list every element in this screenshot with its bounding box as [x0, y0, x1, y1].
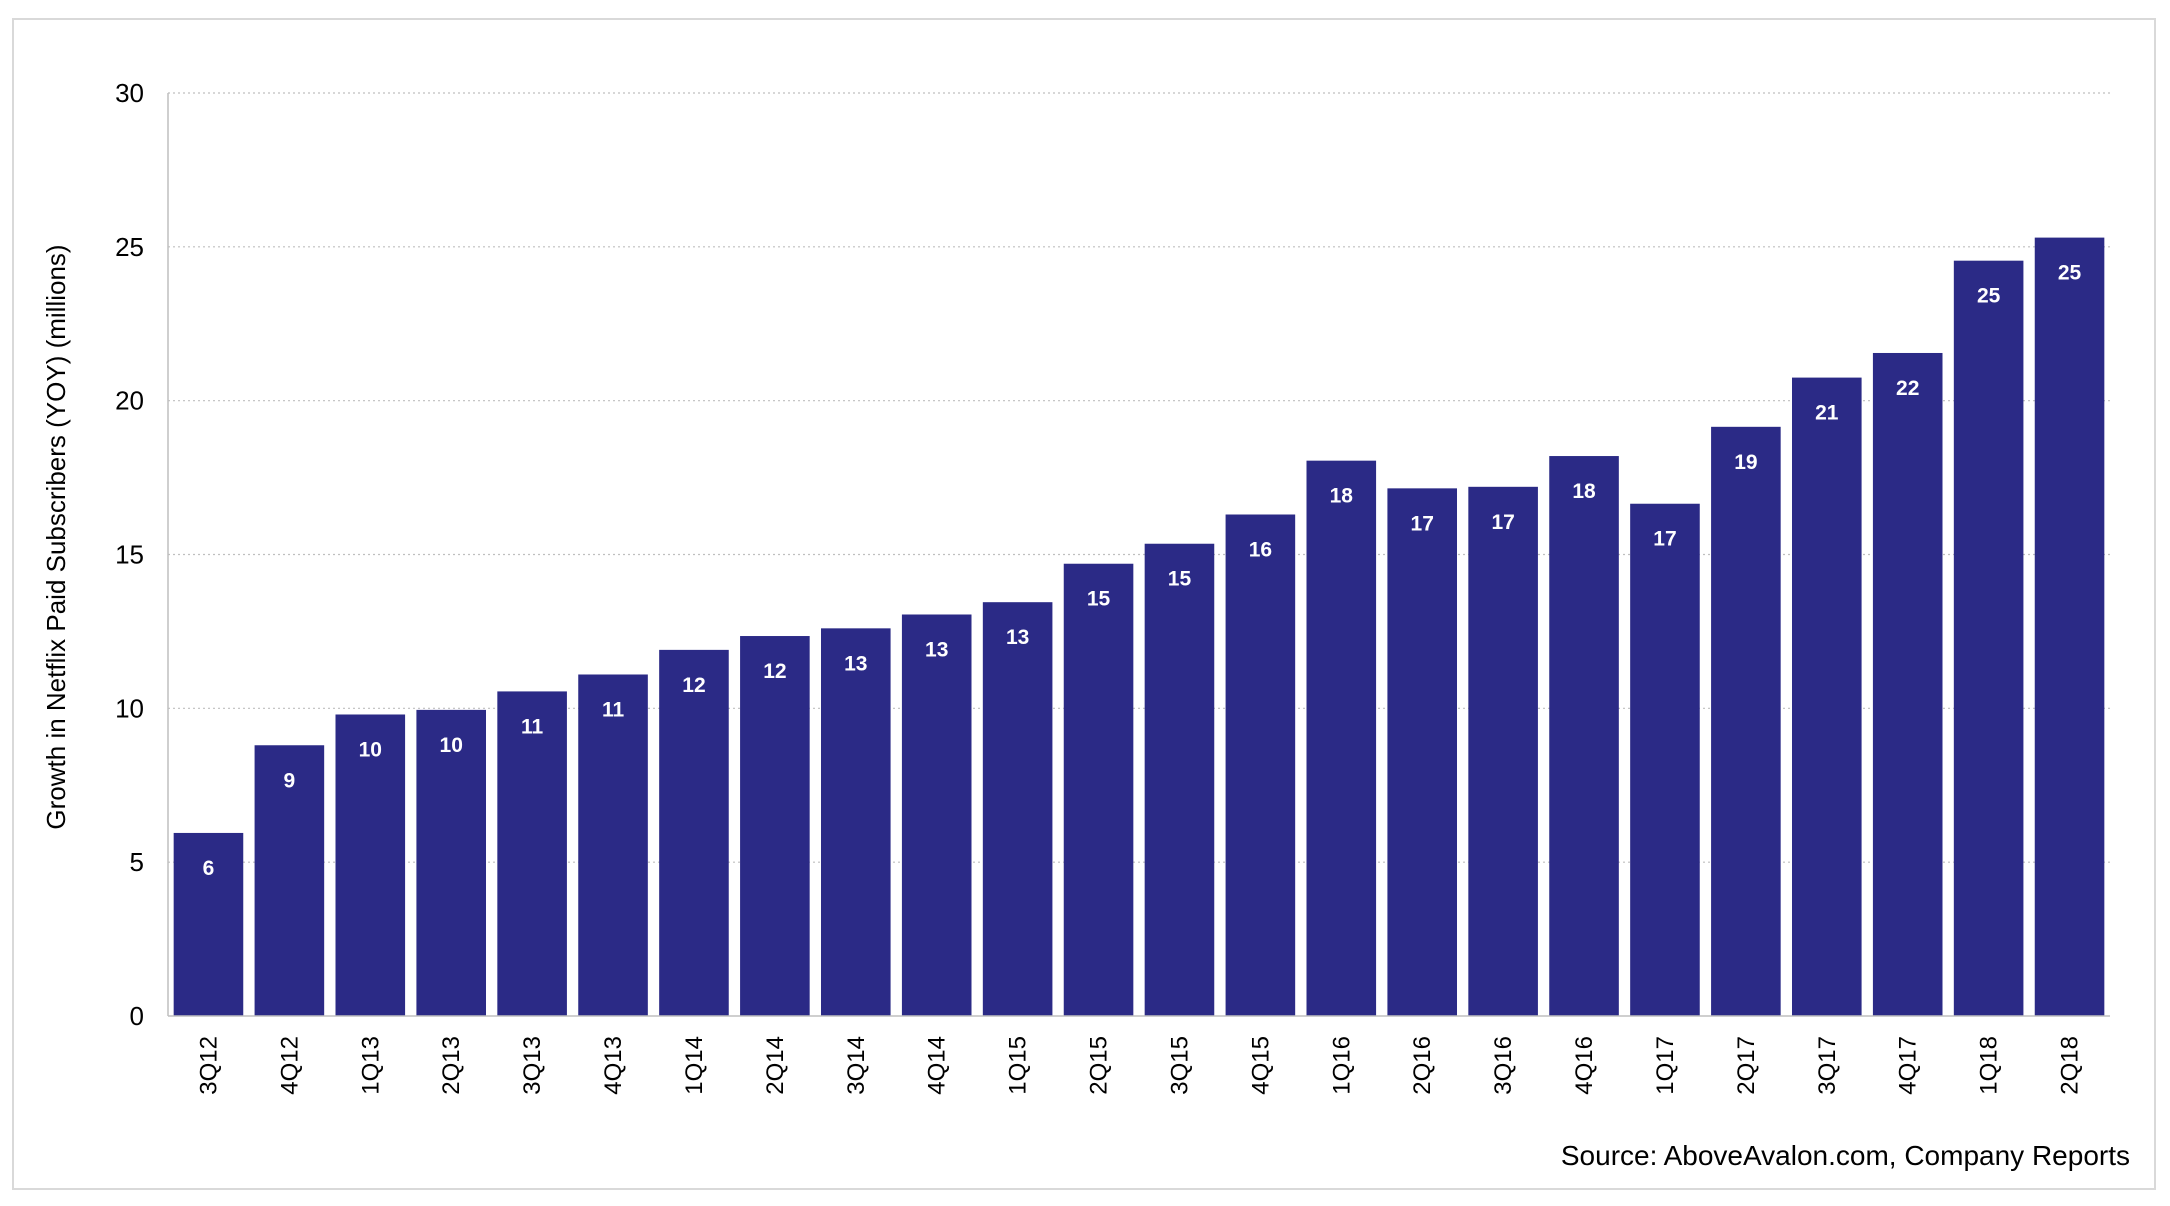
bar-data-label: 12 — [763, 660, 786, 683]
x-tick-label: 3Q14 — [843, 1036, 870, 1095]
bar-1Q13 — [335, 714, 406, 1016]
x-tick-label: 3Q17 — [1814, 1036, 1841, 1095]
bar-data-label: 13 — [925, 638, 948, 661]
x-tick-label: 3Q15 — [1166, 1036, 1193, 1095]
bar-4Q15 — [1225, 514, 1296, 1016]
bar-data-label: 11 — [602, 698, 625, 721]
y-tick-label: 0 — [130, 1001, 144, 1031]
bar-data-label: 19 — [1734, 451, 1757, 474]
source-note: Source: AboveAvalon.com, Company Reports — [1560, 1140, 2130, 1171]
bar-data-label: 17 — [1491, 511, 1514, 534]
y-axis-title: Growth in Netflix Paid Subscribers (YOY)… — [41, 244, 71, 829]
x-tick-label: 1Q14 — [681, 1036, 708, 1095]
bar-data-label: 22 — [1896, 377, 1919, 400]
bar-3Q12 — [173, 832, 244, 1016]
bar-data-label: 11 — [521, 715, 544, 738]
x-tick-label: 2Q13 — [438, 1036, 465, 1095]
x-tick-label: 1Q16 — [1328, 1036, 1355, 1095]
bar-4Q13 — [578, 674, 648, 1016]
bar-data-label: 16 — [1249, 539, 1272, 562]
y-tick-label: 15 — [115, 540, 144, 570]
x-tick-label: 2Q15 — [1086, 1036, 1113, 1095]
bar-data-label: 10 — [440, 734, 463, 757]
bar-4Q17 — [1872, 352, 1943, 1016]
bars — [173, 237, 2105, 1017]
x-tick-label: 2Q18 — [2057, 1036, 2084, 1095]
bar-data-label: 6 — [203, 857, 215, 880]
bar-4Q12 — [254, 745, 325, 1016]
x-axis-ticks: 3Q12 4Q12 1Q13 2Q13 3Q13 4Q13 1Q14 2Q14 3Q14 4Q14… — [195, 1036, 2083, 1095]
y-tick-label: 30 — [115, 78, 144, 108]
bar-data-label: 15 — [1168, 568, 1192, 591]
bar-4Q16 — [1549, 456, 1619, 1017]
bar-data-label: 25 — [1977, 285, 2001, 308]
bar-data-label: 25 — [2058, 262, 2082, 285]
bar-1Q15 — [982, 602, 1053, 1016]
y-axis-ticks: 0 5 10 15 20 25 30 — [115, 78, 144, 1031]
y-tick-label: 25 — [115, 232, 144, 262]
x-tick-label: 4Q14 — [924, 1036, 951, 1095]
bar-2Q14 — [740, 636, 810, 1016]
bar-1Q16 — [1306, 460, 1377, 1017]
bar-3Q16 — [1468, 486, 1538, 1016]
gridlines — [168, 92, 2110, 863]
bar-2Q18 — [2034, 237, 2105, 1016]
x-tick-label: 3Q13 — [519, 1036, 546, 1095]
x-tick-label: 4Q12 — [276, 1036, 303, 1095]
bar-data-label: 18 — [1330, 485, 1354, 508]
bar-data-label: 17 — [1653, 528, 1676, 551]
x-tick-label: 2Q17 — [1733, 1036, 1760, 1095]
bar-2Q17 — [1711, 426, 1781, 1016]
bar-3Q14 — [820, 628, 891, 1016]
x-tick-label: 1Q17 — [1652, 1036, 1679, 1095]
y-tick-label: 5 — [130, 847, 144, 877]
x-tick-label: 4Q13 — [600, 1036, 627, 1095]
bar-3Q17 — [1791, 377, 1862, 1016]
bar-data-label: 9 — [284, 769, 296, 792]
bar-data-label: 15 — [1087, 588, 1111, 611]
x-tick-label: 1Q13 — [357, 1036, 384, 1095]
bar-4Q14 — [901, 614, 972, 1016]
x-tick-label: 4Q17 — [1895, 1036, 1922, 1095]
bar-3Q15 — [1144, 543, 1215, 1016]
x-tick-label: 2Q16 — [1409, 1036, 1436, 1095]
bar-data-label: 18 — [1572, 480, 1596, 503]
x-tick-label: 1Q18 — [1976, 1036, 2003, 1095]
bar-2Q15 — [1063, 563, 1134, 1016]
bar-1Q17 — [1630, 503, 1700, 1016]
bar-data-label: 21 — [1815, 402, 1839, 425]
bar-1Q18 — [1953, 260, 2024, 1016]
x-tick-label: 3Q12 — [195, 1036, 222, 1095]
bar-3Q13 — [497, 691, 567, 1016]
bar-2Q16 — [1387, 488, 1458, 1016]
y-tick-label: 20 — [115, 386, 144, 416]
bar-data-label: 10 — [359, 738, 382, 761]
x-tick-label: 4Q15 — [1247, 1036, 1274, 1095]
bar-data-label: 17 — [1411, 512, 1434, 535]
x-tick-label: 1Q15 — [1005, 1036, 1032, 1095]
x-tick-label: 4Q16 — [1571, 1036, 1598, 1095]
bar-1Q14 — [659, 649, 729, 1016]
bar-data-label: 13 — [844, 652, 867, 675]
bar-data-labels: 6 9 10 10 11 11 12 12 13 13 13 15 15 16 18 17 17 18 17 19 21… — [203, 262, 2082, 880]
x-tick-label: 2Q14 — [762, 1036, 789, 1095]
y-tick-label: 10 — [115, 693, 144, 723]
bar-data-label: 13 — [1006, 626, 1029, 649]
bar-data-label: 12 — [682, 674, 705, 697]
bar-2Q13 — [416, 709, 487, 1016]
x-tick-label: 3Q16 — [1490, 1036, 1517, 1095]
